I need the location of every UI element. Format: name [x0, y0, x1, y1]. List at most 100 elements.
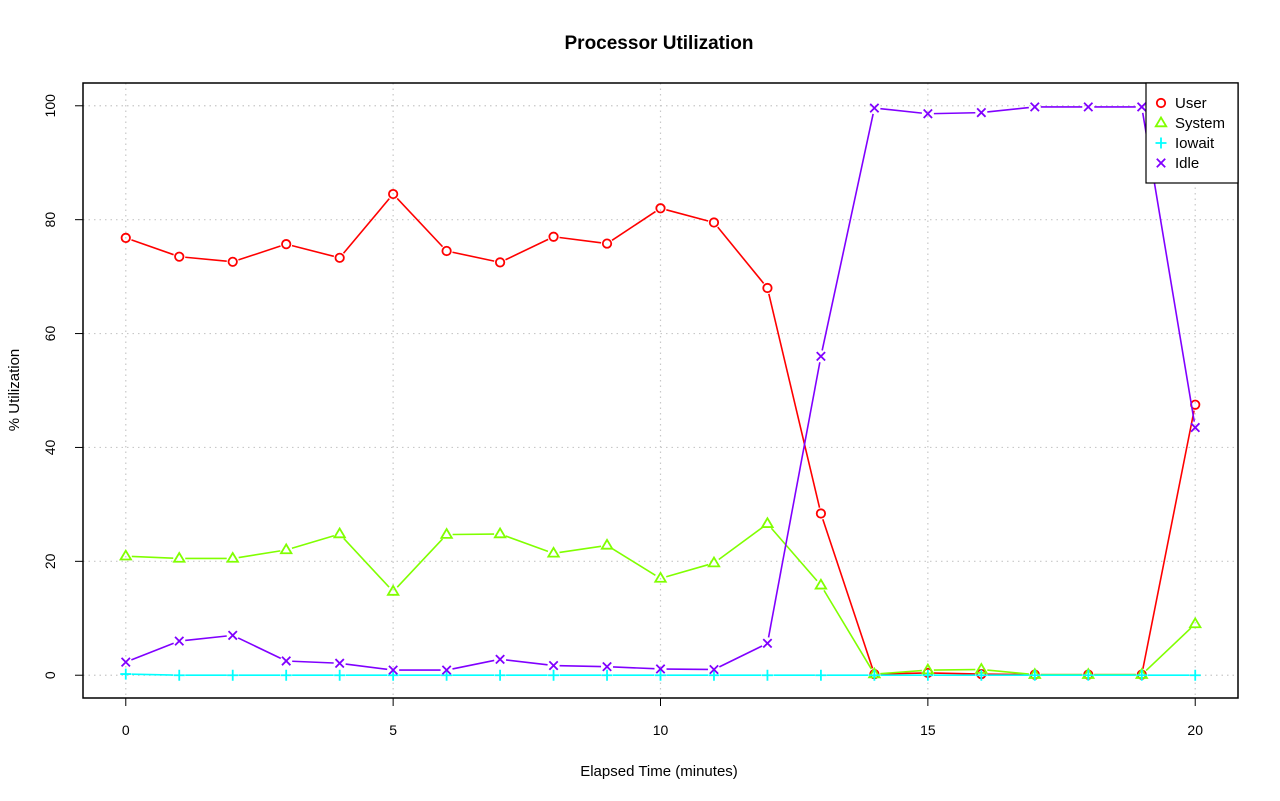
x-tick-label: 20	[1187, 722, 1203, 738]
series-segment	[131, 642, 174, 661]
series-segment	[185, 256, 227, 263]
legend-label-idle: Idle	[1175, 155, 1199, 172]
series-segment	[185, 635, 227, 642]
data-point-iowait	[120, 668, 132, 680]
series-segment	[666, 209, 709, 222]
series-segment	[823, 589, 872, 670]
legend: User System Iowait Idle	[1145, 82, 1239, 184]
series-segment	[880, 107, 922, 114]
data-point-iowait	[173, 669, 185, 681]
data-point-idle	[281, 656, 292, 666]
data-point-system	[386, 584, 400, 596]
data-point-idle	[923, 108, 933, 119]
series-segment	[396, 538, 444, 588]
data-point-system	[814, 577, 828, 590]
data-point-user	[174, 251, 185, 262]
series-segment	[292, 660, 334, 664]
series-segment	[452, 659, 495, 670]
data-point-iowait	[548, 669, 560, 681]
series-segment	[719, 645, 763, 668]
series-segment	[987, 669, 1029, 675]
series-segment	[452, 251, 495, 262]
series-segment	[131, 673, 174, 676]
series-segment	[505, 659, 548, 666]
data-point-iowait	[227, 669, 239, 681]
data-point-system	[760, 516, 775, 528]
data-point-iowait	[1189, 669, 1201, 681]
y-axis-label: % Utilization	[6, 349, 23, 432]
data-point-iowait	[815, 669, 827, 681]
series-segment	[987, 106, 1029, 113]
data-point-idle	[976, 107, 987, 118]
data-point-user	[120, 232, 131, 243]
data-point-idle	[334, 658, 345, 669]
legend-marker-system	[1154, 115, 1168, 128]
data-point-iowait	[494, 669, 506, 681]
series-segment	[342, 198, 390, 254]
data-point-iowait	[1082, 669, 1094, 681]
data-point-idle	[816, 351, 826, 362]
data-point-idle	[602, 661, 612, 672]
data-point-system	[332, 526, 347, 539]
legend-marker-iowait	[1155, 137, 1167, 149]
series-segment	[559, 664, 602, 668]
series-segment	[717, 226, 765, 284]
data-point-idle	[762, 638, 773, 649]
data-point-idle	[120, 657, 131, 667]
data-point-idle	[174, 636, 185, 646]
data-point-iowait	[655, 669, 666, 681]
data-point-user	[441, 245, 452, 257]
series-segment	[291, 244, 335, 258]
data-point-system	[118, 548, 133, 561]
data-point-iowait	[975, 669, 987, 681]
data-point-idle	[1083, 102, 1094, 112]
series-segment	[237, 637, 282, 660]
data-point-iowait	[1136, 669, 1148, 681]
series-segment	[559, 545, 602, 554]
series-segment	[611, 210, 656, 241]
data-point-idle	[441, 665, 452, 675]
data-point-idle	[227, 630, 238, 641]
data-point-user	[762, 282, 773, 294]
data-point-idle	[869, 103, 880, 113]
data-point-user	[227, 256, 238, 267]
series-segment	[1142, 410, 1195, 669]
series-iowait	[120, 668, 1201, 681]
y-tick-label: 20	[42, 553, 58, 569]
data-point-idle	[388, 665, 398, 675]
data-point-system	[1188, 616, 1203, 629]
data-point-user	[494, 257, 506, 268]
x-tick-label: 10	[653, 722, 669, 738]
data-point-system	[707, 555, 721, 568]
data-point-idle	[1029, 102, 1040, 112]
legend-label-user: User	[1175, 95, 1207, 112]
chart-title: Processor Utilization	[565, 33, 754, 54]
series-segment	[880, 669, 922, 675]
series-segment	[822, 518, 874, 669]
series-segment	[611, 547, 656, 576]
series-segment	[345, 663, 388, 671]
data-point-idle	[548, 660, 559, 671]
data-point-iowait	[280, 669, 292, 681]
data-point-system	[279, 542, 294, 555]
y-tick-label: 60	[42, 326, 58, 342]
series-segment	[767, 362, 821, 638]
series-segment	[238, 245, 281, 261]
series-segment	[933, 111, 976, 115]
legend-marker-idle	[1156, 158, 1166, 168]
data-point-user	[815, 508, 827, 519]
series-segment	[131, 555, 174, 560]
data-point-user	[708, 217, 720, 228]
y-tick-label: 40	[42, 439, 58, 455]
data-point-idle	[709, 664, 719, 675]
series-segment	[666, 563, 709, 578]
data-point-user	[548, 231, 559, 242]
data-point-user	[655, 203, 666, 214]
series-segment	[933, 672, 976, 675]
y-tick-label: 80	[42, 212, 58, 228]
series-segment	[1145, 627, 1192, 672]
series-segment	[718, 526, 764, 561]
data-point-idle	[1136, 102, 1147, 112]
